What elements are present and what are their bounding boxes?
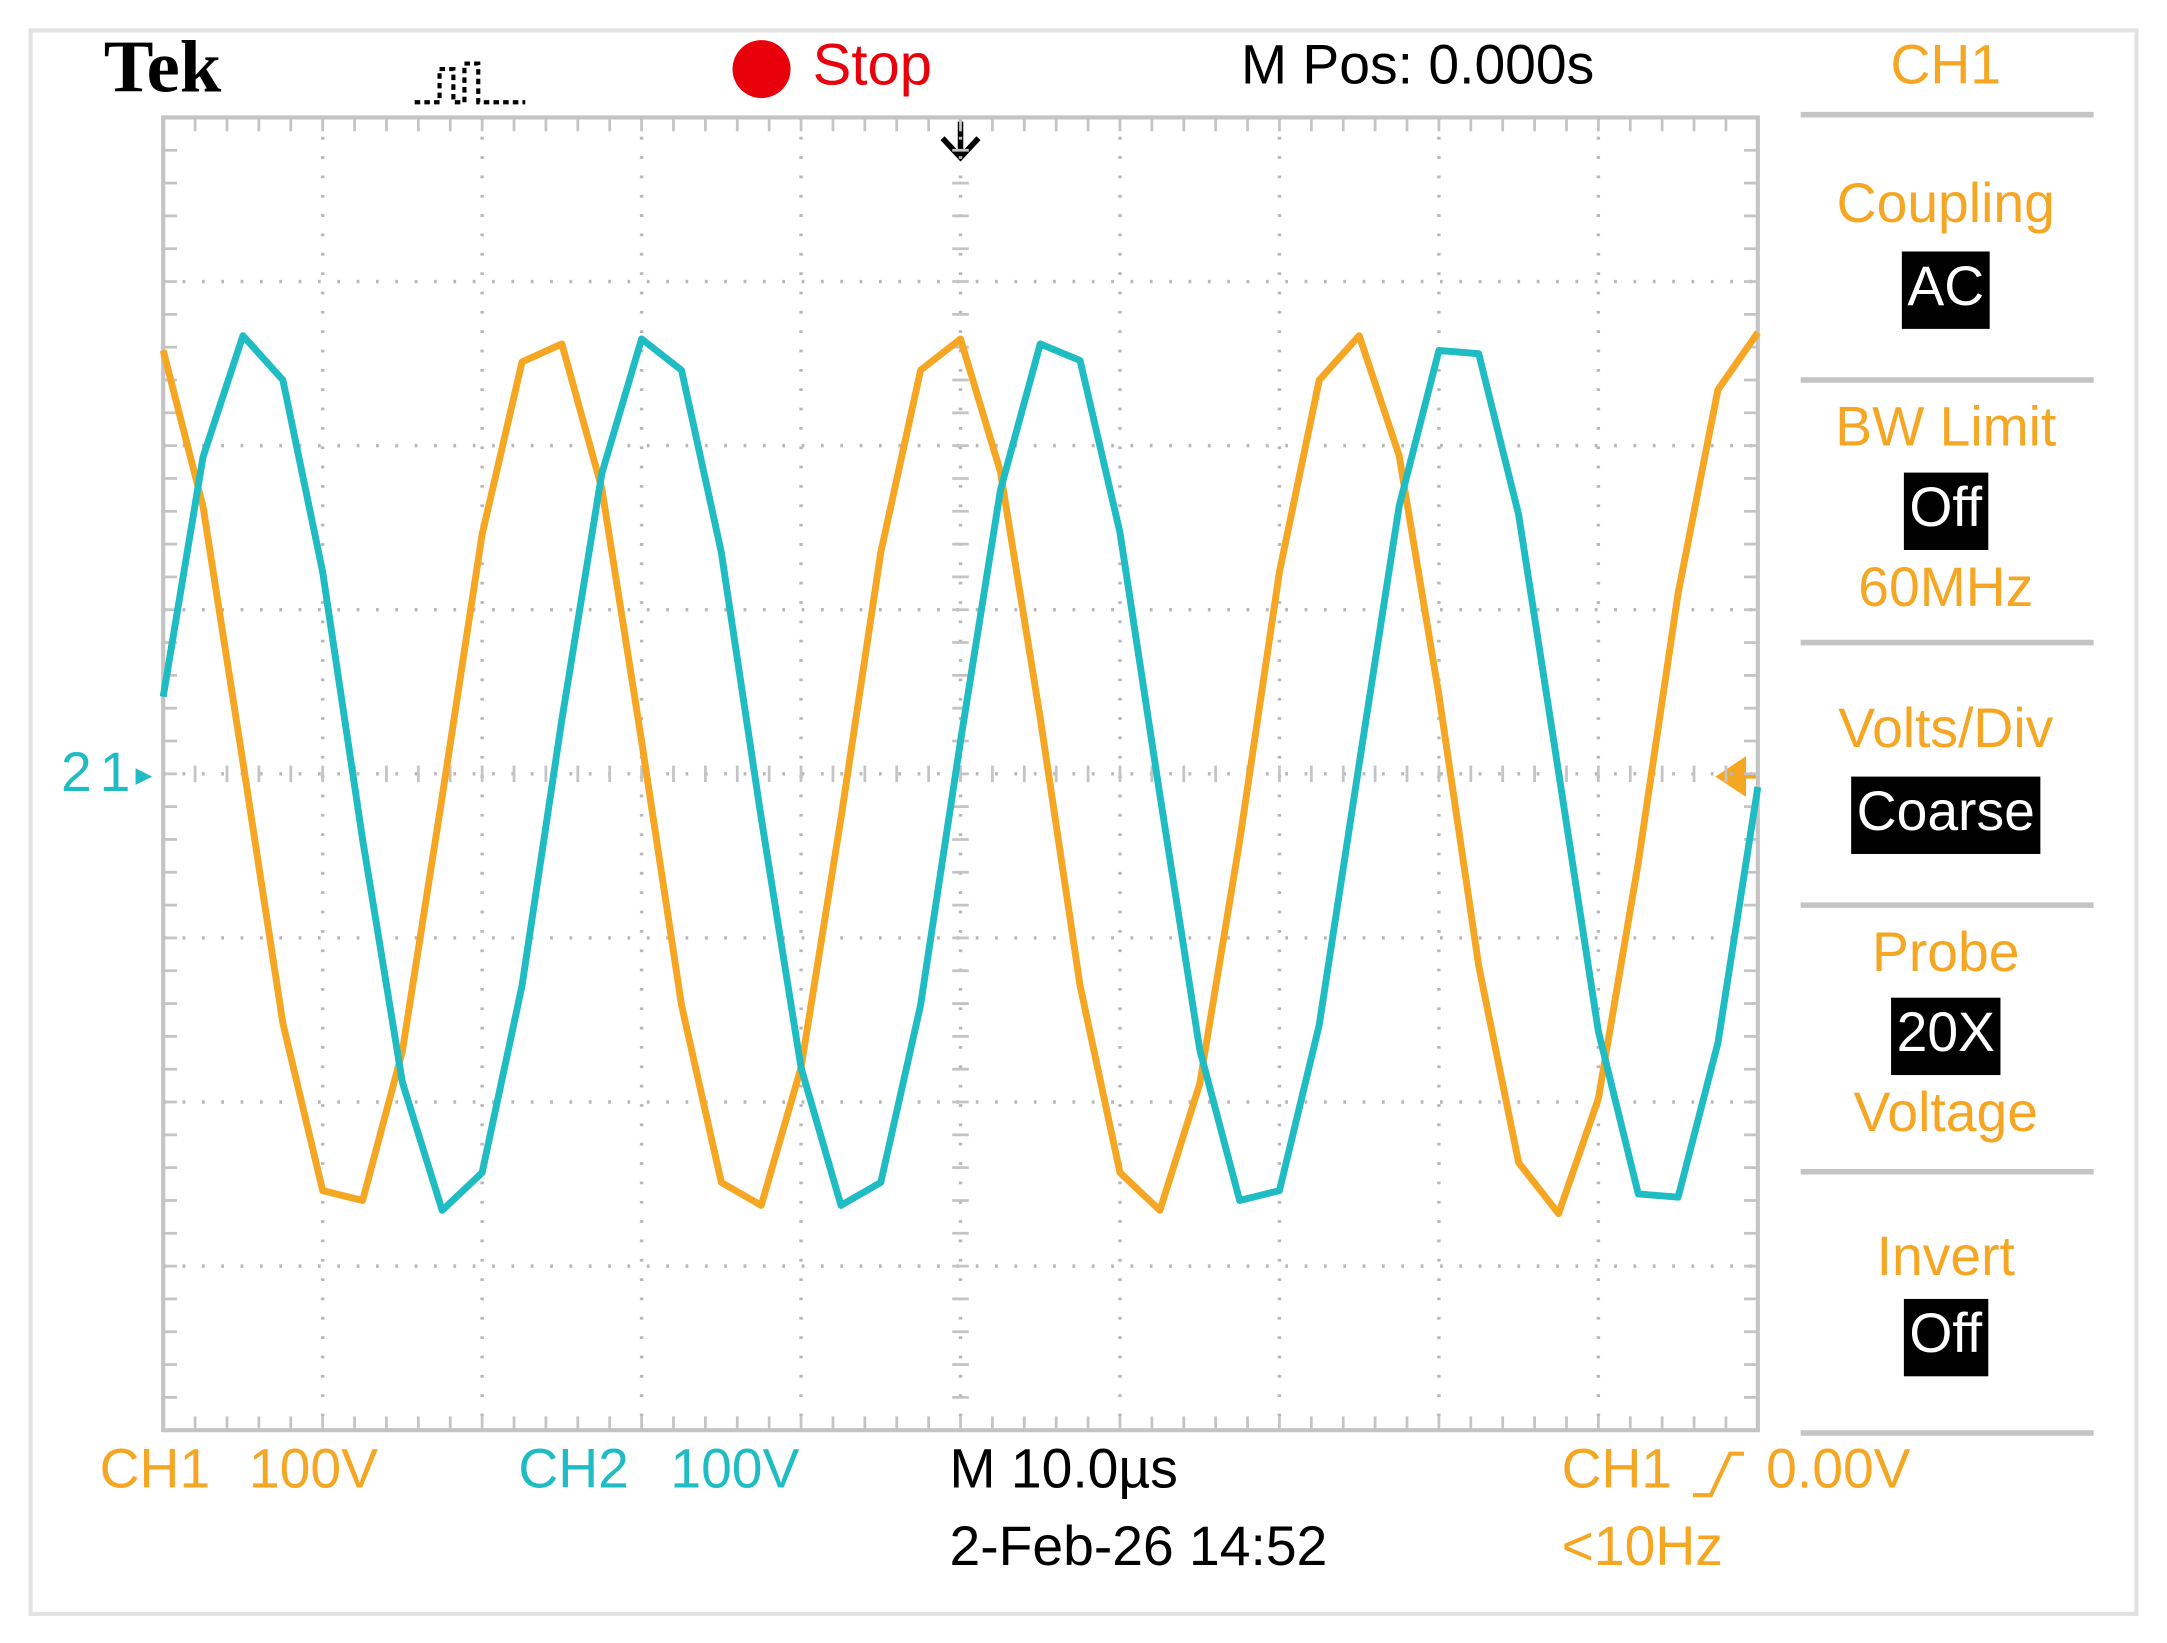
- frequency: <10Hz: [1562, 1515, 1723, 1577]
- menu-value: Off: [1909, 476, 1982, 538]
- trigger-level-arrow: [1715, 756, 1758, 798]
- trace: [159, 330, 1761, 1218]
- trigger-source: CH1: [1562, 1438, 1673, 1500]
- menu-title: CH1: [1890, 34, 2001, 96]
- trace: [159, 332, 1762, 1214]
- menu-value-box: [1903, 472, 1989, 550]
- acquire-icon: [414, 61, 526, 105]
- stop-dot: [732, 40, 791, 99]
- ch2-marker: 2: [61, 741, 92, 803]
- ch1-marker: 1: [100, 741, 131, 803]
- menu-extra: Voltage: [1854, 1081, 2038, 1143]
- graticule: [161, 115, 1760, 1433]
- ch1-label: CH1: [100, 1438, 211, 1500]
- position: M Pos: 0.000s: [1241, 34, 1594, 96]
- ch2-label: CH2: [518, 1438, 629, 1500]
- frame: [28, 28, 2139, 1617]
- timebase: M 10.0µs: [949, 1438, 1177, 1500]
- menu-extra: 60MHz: [1858, 556, 2033, 618]
- menu-value: AC: [1907, 255, 1984, 317]
- date: 2-Feb-26 14:52: [949, 1515, 1327, 1577]
- menu-value: Coarse: [1857, 780, 2035, 842]
- menu-label: Invert: [1877, 1225, 2015, 1287]
- menu-value-box: [1891, 997, 2001, 1076]
- menu-value-box: [1851, 776, 2041, 854]
- ch2-scale: 100V: [670, 1438, 799, 1500]
- menu-value-box: [1903, 1298, 1989, 1377]
- status: Stop: [813, 32, 932, 97]
- menu-label: Volts/Div: [1838, 697, 2053, 759]
- menu-value: 20X: [1897, 1001, 1995, 1063]
- menu-label: Coupling: [1837, 172, 2055, 234]
- trigger-level: 0.00V: [1766, 1438, 1911, 1500]
- menu-value-box: [1901, 251, 1990, 329]
- brand: Tek: [104, 27, 222, 109]
- ch-arrow: [135, 768, 153, 785]
- menu-value: Off: [1909, 1302, 1982, 1364]
- menu-label: Probe: [1872, 921, 2019, 983]
- ch1-scale: 100V: [249, 1438, 378, 1500]
- slope-icon: [1692, 1451, 1745, 1498]
- menu-label: BW Limit: [1835, 396, 2056, 458]
